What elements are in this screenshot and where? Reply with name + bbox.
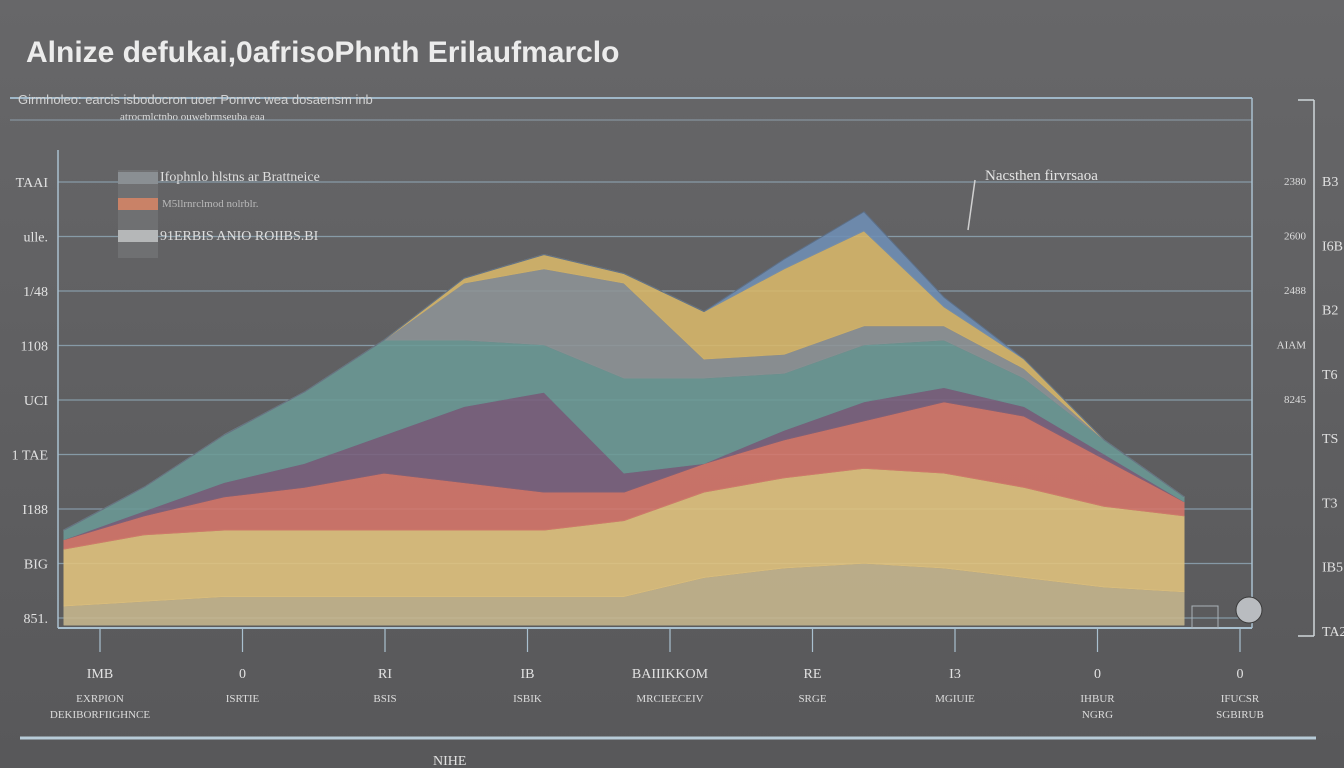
y-tick-left: 1 TAE — [12, 449, 48, 464]
y-tick-right-inner: 2488 — [1284, 285, 1307, 297]
y-tick-left: TAAI — [16, 176, 49, 191]
x-axis-label: NIHE — [433, 754, 466, 768]
legend-title: Ifophnlo hlstns ar Brattneice — [160, 170, 320, 185]
x-tick-sublabel: IHBUR — [1080, 693, 1115, 705]
x-tick-label: RI — [378, 667, 392, 682]
y-axis-left-ticks: TAAI ulle. 1/48 1108 UCI 1 TAE I188 BIG 851. — [12, 176, 49, 627]
x-tick-sublabel: ISBIK — [513, 693, 542, 705]
y-tick-right-outer: T6 — [1322, 368, 1338, 383]
y-tick-right-outer: TS — [1322, 432, 1338, 447]
area-edge-blue — [63, 211, 1185, 531]
y-tick-left: I188 — [22, 503, 48, 518]
x-tick-sublabel: ISRTIE — [226, 693, 260, 705]
y-tick-right-outer: B2 — [1322, 304, 1338, 319]
x-tick-label: 0 — [239, 667, 246, 682]
axes — [57, 98, 1315, 637]
y-tick-left: 851. — [24, 612, 49, 627]
end-marker-box — [1191, 605, 1219, 629]
x-tick-label: IB — [521, 667, 535, 682]
area-blue — [63, 211, 1185, 531]
x-tick-sublabel: MGIUIE — [935, 693, 975, 705]
x-tick-label: IMB — [87, 667, 113, 682]
legend-entry-2: M5llrnrclmod nolrblr. — [162, 198, 259, 210]
annotation-label: Nacsthen firvrsaoa — [985, 168, 1098, 184]
x-tick-label: I3 — [949, 667, 961, 682]
legend-swatch-1 — [118, 172, 158, 184]
x-tick-label: BAIIIKKOM — [632, 667, 709, 682]
legend-swatch-3 — [118, 230, 158, 242]
end-marker — [1235, 596, 1263, 624]
y-tick-right-outer: B3 — [1322, 175, 1338, 190]
x-tick-sublabel-2: SGBIRUB — [1216, 709, 1264, 721]
legend-swatch-2 — [118, 198, 158, 210]
y-tick-left: ulle. — [24, 231, 49, 246]
y-tick-right-inner: AIAM — [1277, 340, 1307, 352]
y-tick-right-inner: 8245 — [1284, 394, 1307, 406]
y-tick-right-outer: TA2 — [1322, 625, 1344, 640]
x-tick-label: 0 — [1237, 667, 1244, 682]
y-tick-right-outer: IB5 — [1322, 561, 1343, 576]
y-tick-left: BIG — [24, 558, 48, 573]
y-tick-right-inner: 2380 — [1284, 176, 1307, 188]
x-tick-sublabel-2: DEKIBORFIIGHNCE — [50, 709, 151, 721]
chart-title: Alnize defukai,0afrisoPhnth Erilaufmarcl… — [26, 36, 619, 69]
y-tick-right-inner: 2600 — [1284, 231, 1307, 243]
area-series — [63, 211, 1185, 626]
y-axis-right-outer-ticks: B3 I6B B2 T6 TS T3 IB5 TA2 — [1322, 175, 1344, 640]
y-tick-left: UCI — [24, 394, 48, 409]
y-tick-right-outer: I6B — [1322, 239, 1343, 254]
x-tick-sublabel: BSIS — [373, 693, 396, 705]
y-tick-left: 1/48 — [23, 285, 48, 300]
chart-subtitle-secondary: atrocmlctnbo ouwebrmseuba eaa — [120, 111, 265, 123]
x-tick-sublabel: IFUCSR — [1221, 693, 1260, 705]
x-tick-sublabel: EXRPION — [76, 693, 124, 705]
x-tick-label: RE — [804, 667, 822, 682]
y-tick-left: 1108 — [21, 340, 48, 355]
y-tick-right-outer: T3 — [1322, 496, 1338, 511]
x-tick-sublabel: MRCIEECEIV — [636, 693, 703, 705]
annotation-leader — [967, 179, 976, 231]
x-tick-sublabel-2: NGRG — [1082, 709, 1113, 721]
x-tick-label: 0 — [1094, 667, 1101, 682]
legend-panel — [118, 170, 158, 258]
chart-subtitle: Girmholeo: earcis isbodocron uoer Ponrvc… — [18, 92, 373, 107]
x-tick-sublabel: SRGE — [798, 693, 826, 705]
y-axis-right-inner-ticks: 2380 2600 2488 AIAM 8245 — [1277, 176, 1307, 406]
legend-entry-3: 91ERBIS ANIO ROIIBS.BI — [160, 229, 319, 244]
x-axis-groups: IMB EXRPION DEKIBORFIIGHNCE 0 ISRTIE RI BSIS IB… — [50, 628, 1264, 721]
legend: Ifophnlo hlstns ar Brattneice M5llrnrclm… — [118, 170, 320, 258]
